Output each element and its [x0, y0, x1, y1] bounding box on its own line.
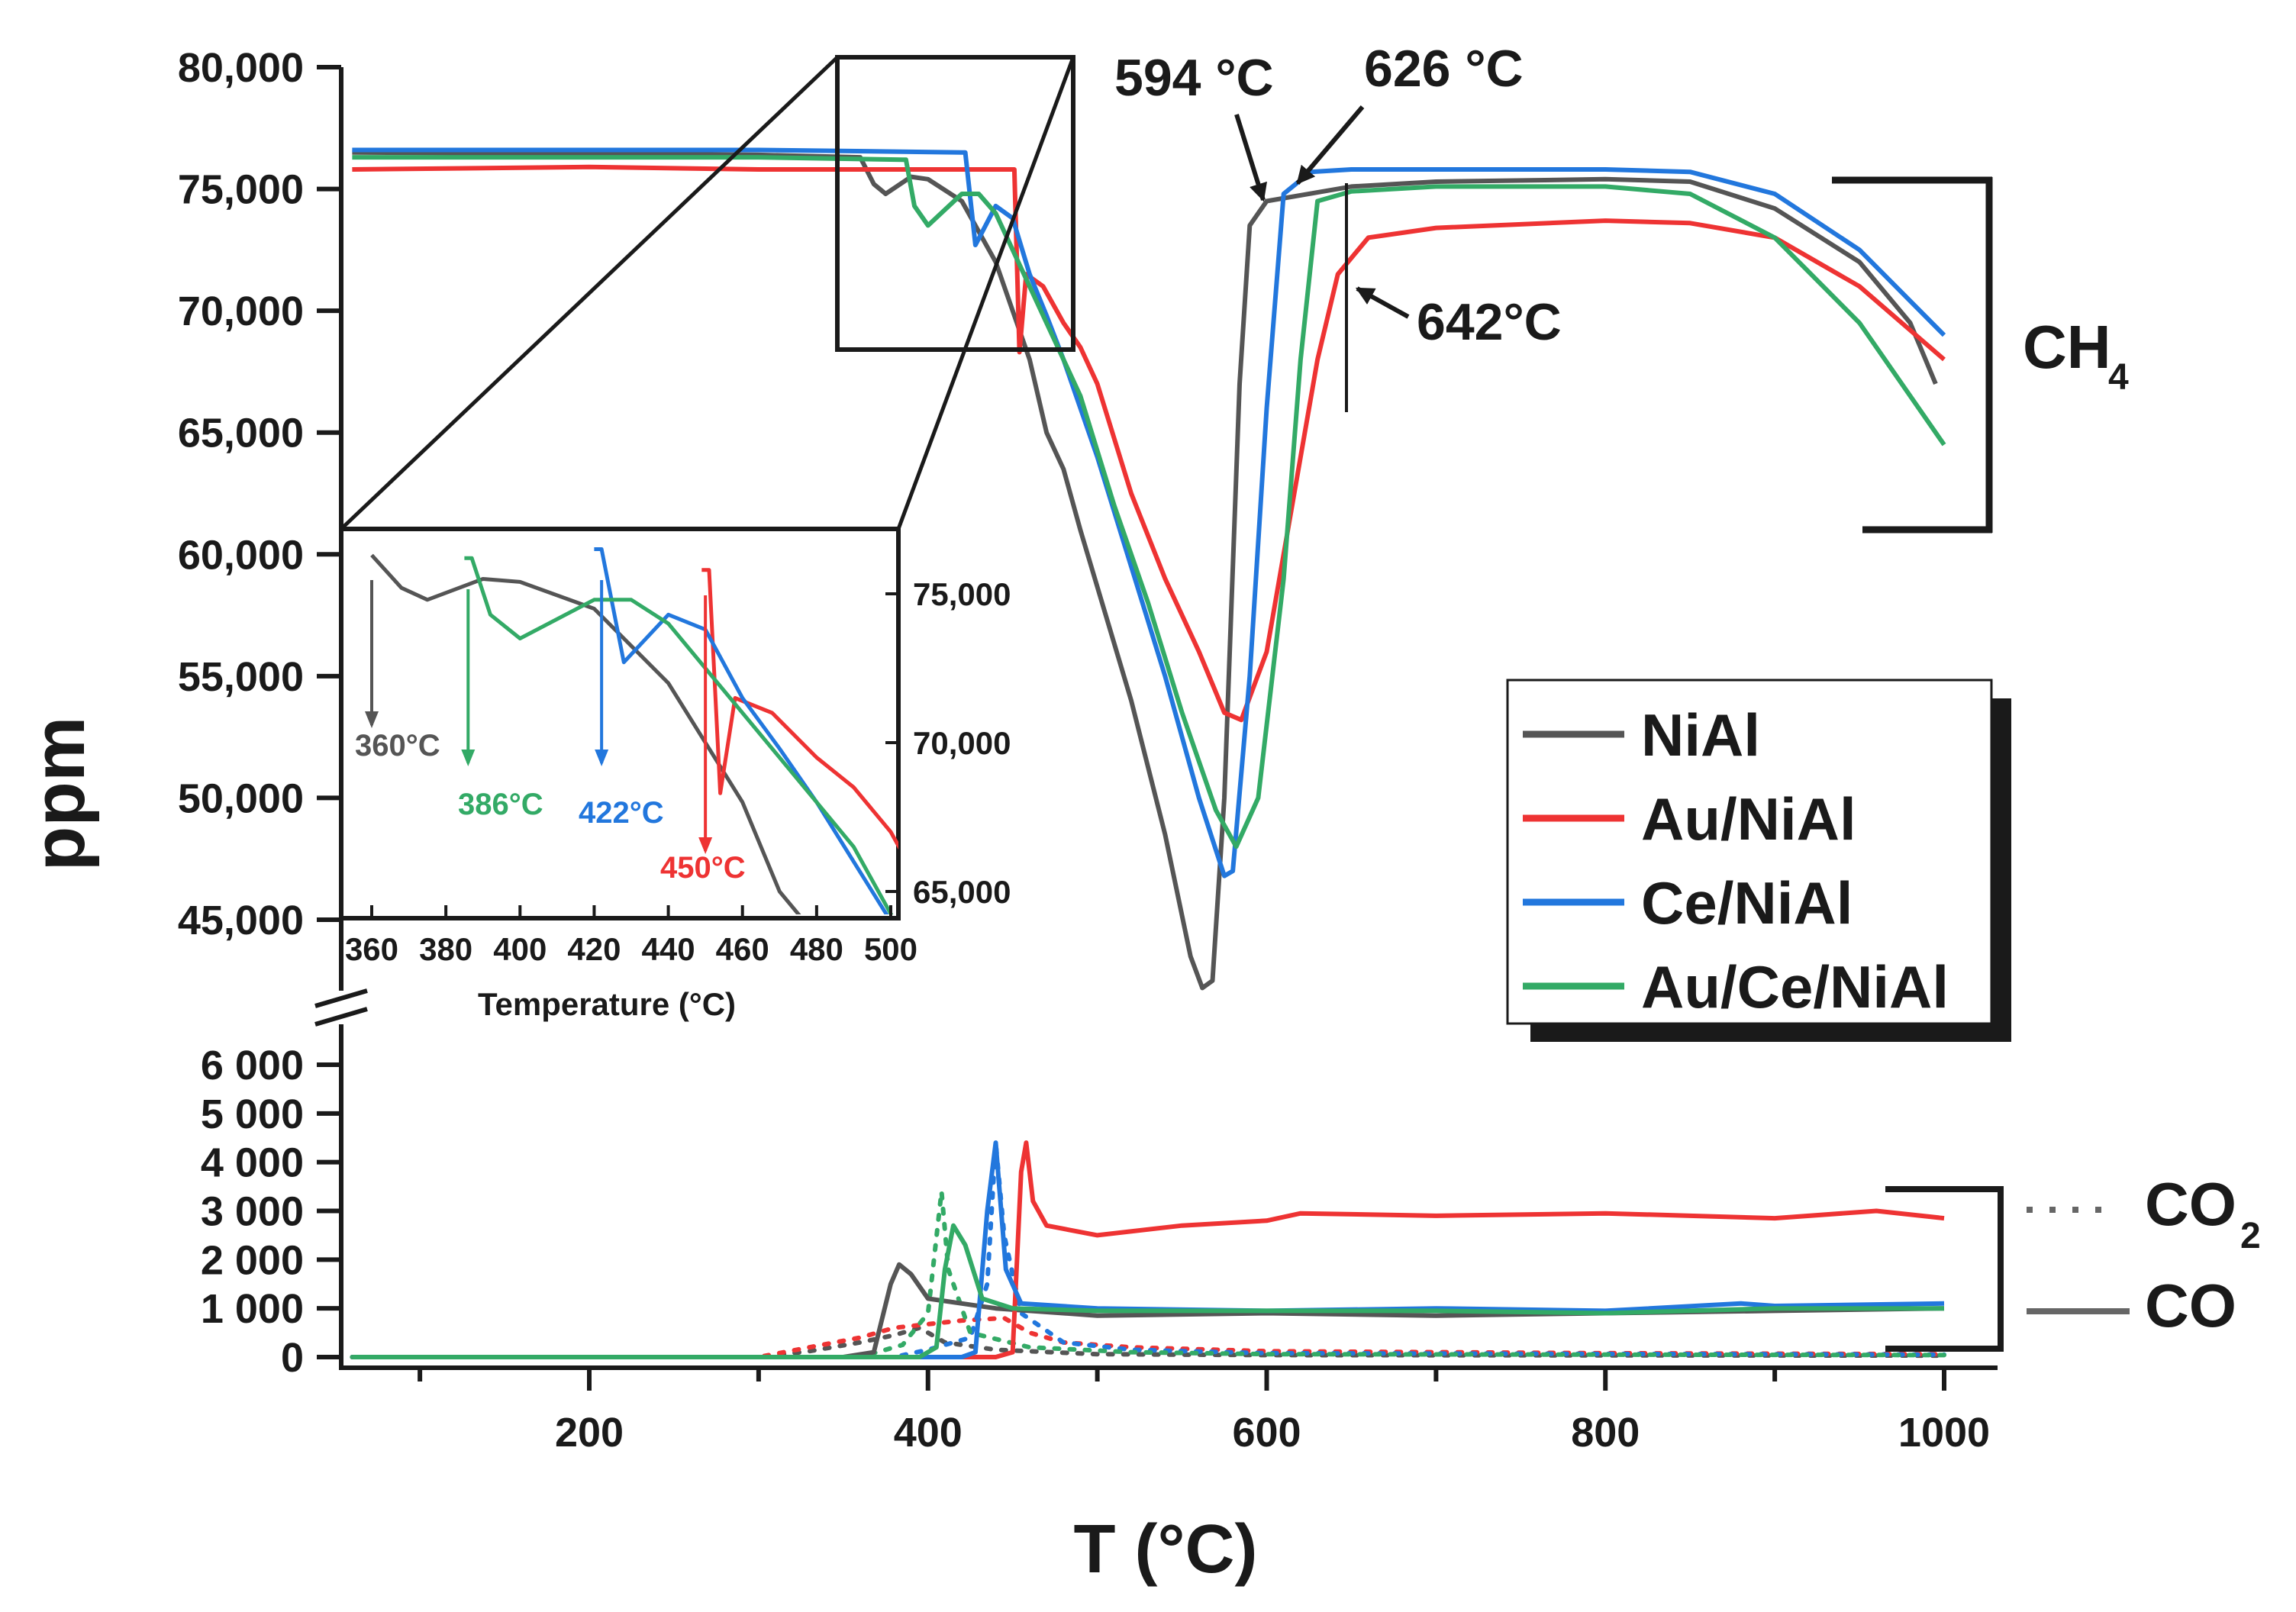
x-tick-label: 1000 [1898, 1410, 1990, 1456]
inset-callout-label: 360°C [355, 729, 440, 762]
co-label: CO [2145, 1272, 2236, 1340]
legend-item-ce-nial: Ce/NiAl [1523, 869, 1853, 937]
ch4-line-au-ce-nial [352, 155, 1946, 850]
top-y-ticks: 45,000 50,000 55,000 60,000 65,000 70,000 75,0… [178, 45, 341, 943]
top-y-tick-label: 70,000 [178, 289, 304, 334]
inset-x-tick-label: 460 [716, 931, 769, 967]
legend: NiAl Au/NiAl Ce/NiAl Au/Ce/NiAl [1506, 679, 2011, 1042]
co2-label: CO [2145, 1170, 2236, 1238]
bottom-y-tick-label: 5 000 [201, 1091, 304, 1137]
inset-x-axis-label: Temperature (°C) [478, 986, 736, 1022]
legend-label: Au/Ce/NiAl [1641, 953, 1949, 1020]
inset-callout-ce-nial: 422°C [579, 580, 664, 830]
inset-x-tick-label: 420 [567, 931, 621, 967]
top-y-tick-label: 45,000 [178, 898, 304, 943]
bottom-y-tick-label: 4 000 [201, 1140, 304, 1186]
inset-callout-au-nial: 450°C [660, 595, 746, 885]
inset-callout-label: 422°C [579, 796, 664, 830]
y-axis-label: ppm [18, 717, 100, 872]
svg-text:626 °C: 626 °C [1364, 40, 1524, 98]
x-axis-label: T (°C) [1074, 1511, 1258, 1588]
legend-item-au-nial: Au/NiAl [1523, 785, 1856, 853]
co2-line-au-nial [350, 1315, 1946, 1359]
bottom-y-tick-label: 6 000 [201, 1043, 304, 1088]
co-bracket: CO 2 CO [1885, 1170, 2261, 1352]
x-tick-label: 800 [1571, 1410, 1640, 1456]
inset-callout-nial: 360°C [355, 580, 440, 762]
x-tick-label: 200 [555, 1410, 624, 1456]
inset-x-tick-label: 440 [642, 931, 695, 967]
top-y-tick-label: 65,000 [178, 411, 304, 456]
co2-line-nial [350, 1325, 1946, 1359]
legend-label: Au/NiAl [1641, 785, 1856, 853]
annotation-626: 626 °C [1295, 40, 1524, 185]
co-line-ce-nial [352, 1140, 1945, 1359]
legend-label: Ce/NiAl [1641, 869, 1853, 937]
legend-item-nial: NiAl [1523, 701, 1760, 769]
inset-x-tick-label: 500 [864, 931, 917, 967]
top-y-tick-label: 80,000 [178, 45, 304, 91]
top-y-tick-label: 60,000 [178, 532, 304, 578]
ch4-line-nial [352, 150, 1938, 991]
svg-text:594 °C: 594 °C [1114, 49, 1274, 107]
inset-x-tick-label: 480 [790, 931, 843, 967]
x-tick-label: 600 [1232, 1410, 1301, 1456]
co-line-au-nial [352, 1140, 1945, 1359]
top-y-tick-label: 75,000 [178, 167, 304, 213]
inset-line-ce-nial [594, 547, 889, 914]
inset-callout-label: 450°C [660, 851, 746, 885]
co2-line-au-ce-nial [350, 1191, 1946, 1359]
co2-subscript: 2 [2240, 1216, 2261, 1256]
inset-callout-label: 386°C [458, 788, 543, 821]
inset-line-au-ce-nial [464, 556, 894, 914]
axis-break-icon [314, 988, 368, 1027]
top-y-tick-label: 55,000 [178, 654, 304, 700]
x-tick-label: 400 [894, 1410, 963, 1456]
legend-label: NiAl [1641, 701, 1760, 769]
ch4-subscript: 4 [2108, 357, 2129, 398]
bottom-y-tick-label: 1 000 [201, 1286, 304, 1332]
legend-item-au-ce-nial: Au/Ce/NiAl [1523, 953, 1949, 1020]
inset-y-ticks: 65,000 70,000 75,000 [885, 576, 1011, 910]
bottom-y-tick-label: 0 [281, 1335, 304, 1381]
svg-text:642°C: 642°C [1417, 293, 1562, 351]
ch4-line-ce-nial [352, 147, 1946, 879]
inset-callouts: 360°C 386°C 422°C 450°C [355, 580, 746, 885]
ch4-series-group [352, 147, 1946, 991]
x-ticks: 200 400 600 800 1000 [418, 1368, 1990, 1456]
inset-y-tick-label: 70,000 [913, 725, 1011, 761]
zoom-box [340, 55, 1075, 530]
co2-series-group [350, 1142, 1946, 1359]
co-series-group [352, 1140, 1945, 1359]
ch4-label: CH [2023, 313, 2111, 381]
bottom-y-tick-label: 3 000 [201, 1189, 304, 1235]
inset-line-nial [370, 553, 801, 914]
inset-plot: 360 380 400 420 440 460 480 500 65,000 70,000 75,… [339, 527, 1011, 1022]
co-line-au-ce-nial [352, 1223, 1944, 1359]
inset-callout-au-ce-nial: 386°C [458, 589, 543, 821]
ch4-bracket: CH 4 [1832, 176, 2129, 534]
bottom-y-tick-label: 2 000 [201, 1237, 304, 1283]
co2-line-ce-nial [350, 1142, 1946, 1359]
annotation-594: 594 °C [1114, 49, 1274, 202]
top-y-tick-label: 50,000 [178, 775, 304, 821]
annotation-642: 642°C [1345, 183, 1562, 412]
inset-x-ticks: 360 380 400 420 440 460 480 500 [345, 905, 917, 967]
inset-y-tick-label: 65,000 [913, 874, 1011, 910]
inset-y-tick-label: 75,000 [913, 576, 1011, 612]
inset-x-tick-label: 380 [419, 931, 472, 967]
inset-x-tick-label: 400 [493, 931, 547, 967]
inset-x-tick-label: 360 [345, 931, 398, 967]
